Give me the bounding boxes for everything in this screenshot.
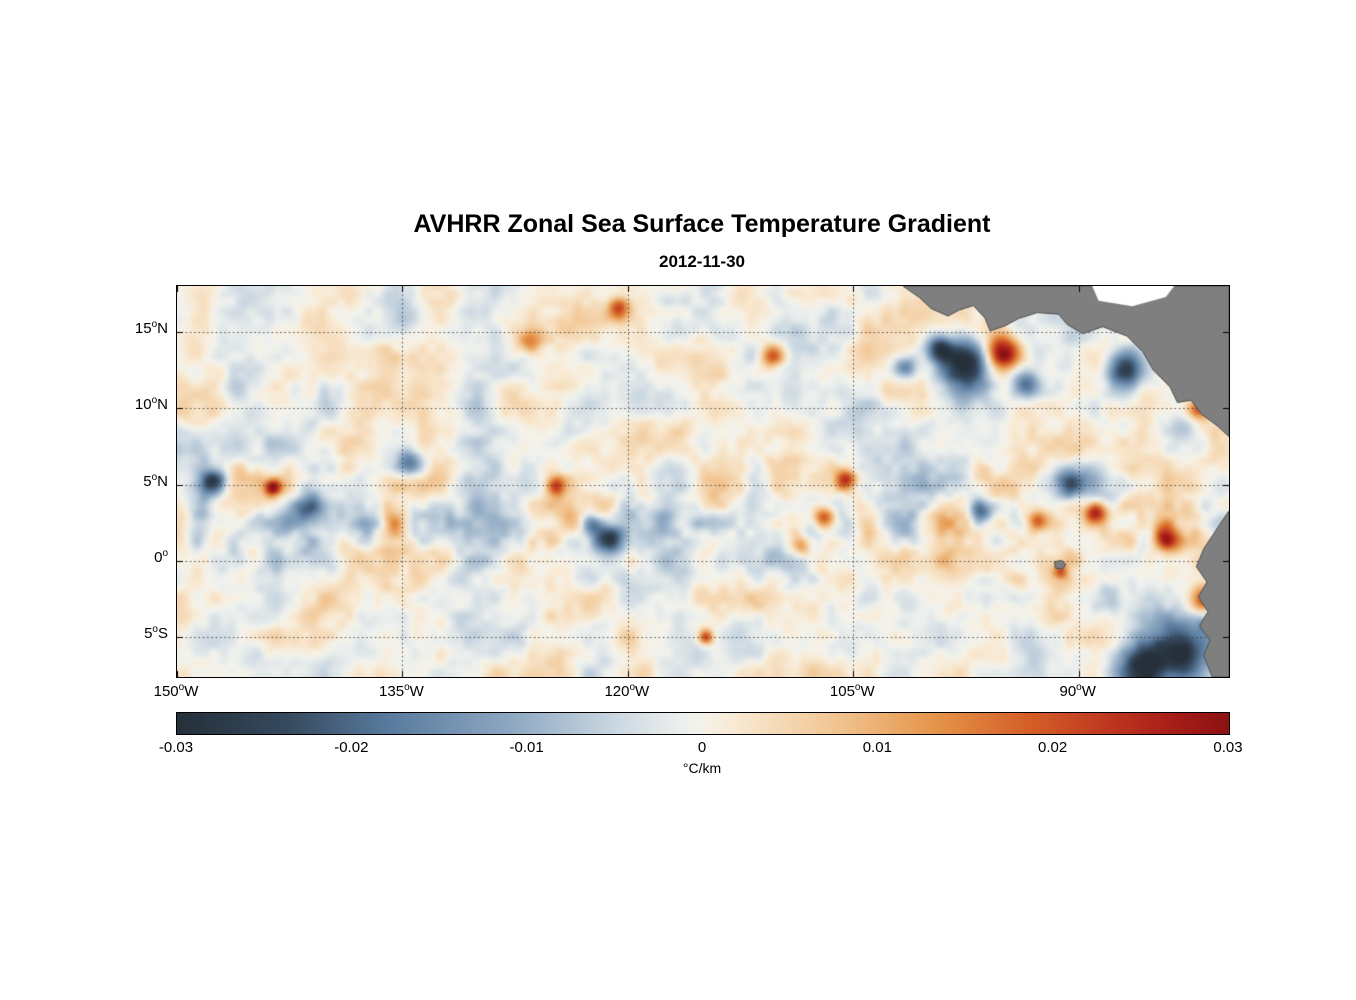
colorbar-tick-label: 0 <box>697 739 707 756</box>
colorbar-tick-label: -0.03 <box>158 739 194 756</box>
y-tick-label: 0o <box>154 547 168 566</box>
colorbar-gradient-canvas <box>177 713 1229 734</box>
y-tick-label: 15oN <box>134 318 168 337</box>
x-tick-label: 120oW <box>604 682 650 700</box>
map-plot-area <box>176 285 1230 678</box>
y-tick-label: 10oN <box>134 395 168 414</box>
colorbar-tick-label: 0.03 <box>1213 739 1243 756</box>
x-tick-label: 90oW <box>1059 682 1096 700</box>
colorbar-tick-label: 0.02 <box>1038 739 1068 756</box>
colorbar-tick-label: -0.01 <box>509 739 544 756</box>
colorbar-tick-label: 0.01 <box>862 739 892 756</box>
sst-gradient-field-canvas <box>177 286 1229 677</box>
x-tick-label: 135oW <box>379 682 424 700</box>
colorbar <box>176 712 1230 735</box>
colorbar-unit-label: °C/km <box>682 760 722 776</box>
colorbar-tick-label: -0.02 <box>334 739 369 756</box>
y-tick-label: 5oN <box>143 471 168 490</box>
y-tick-label: 5oS <box>144 624 168 643</box>
x-tick-label: 105oW <box>829 682 875 700</box>
figure-subtitle: 2012-11-30 <box>658 252 746 271</box>
figure-title: AVHRR Zonal Sea Surface Temperature Grad… <box>413 210 991 238</box>
x-tick-label: 150oW <box>153 682 199 700</box>
